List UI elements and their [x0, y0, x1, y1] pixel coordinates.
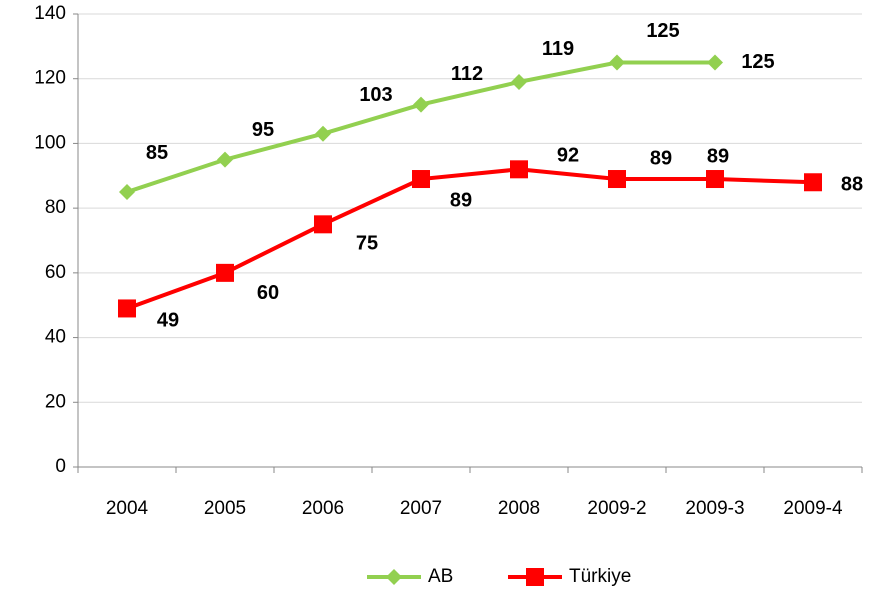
marker	[706, 170, 724, 189]
data-label: 119	[542, 38, 574, 60]
marker	[216, 263, 234, 282]
marker	[526, 568, 544, 586]
x-tick-label: 2005	[204, 498, 246, 519]
data-label: 95	[252, 119, 274, 141]
marker	[386, 569, 402, 585]
data-label: 89	[450, 189, 472, 211]
data-label: 49	[157, 310, 179, 332]
data-label: 92	[557, 145, 579, 167]
y-tick-label: 100	[34, 132, 66, 153]
marker	[608, 170, 626, 189]
x-tick-label: 2009-2	[587, 498, 646, 519]
y-tick-label: 0	[55, 456, 66, 477]
x-tick-label: 2007	[400, 498, 442, 519]
legend-label: Türkiye	[569, 566, 631, 587]
data-label: 125	[741, 51, 774, 73]
marker	[609, 54, 625, 71]
legend-label: AB	[428, 566, 453, 587]
data-label: 85	[146, 142, 168, 164]
marker	[511, 73, 527, 90]
marker	[413, 96, 429, 113]
x-tick-label: 2004	[106, 498, 149, 519]
marker	[412, 170, 430, 189]
marker	[217, 151, 233, 168]
marker	[118, 299, 136, 318]
marker	[510, 160, 528, 179]
data-label: 125	[646, 20, 679, 42]
y-tick-label: 60	[45, 262, 66, 283]
y-tick-label: 40	[45, 327, 66, 348]
data-label: 103	[359, 84, 392, 106]
x-tick-label: 2009-4	[783, 498, 843, 519]
data-label: 112	[451, 63, 483, 85]
marker	[119, 183, 135, 200]
marker	[707, 54, 723, 71]
x-tick-label: 2008	[498, 498, 540, 519]
y-tick-label: 140	[34, 3, 66, 24]
marker	[315, 125, 331, 142]
series-line	[126, 167, 814, 311]
data-label: 60	[257, 282, 279, 304]
x-tick-label: 2006	[302, 498, 344, 519]
data-label: 89	[707, 145, 729, 167]
y-tick-label: 80	[45, 197, 66, 218]
data-label: 89	[650, 147, 672, 169]
y-tick-label: 120	[34, 68, 66, 89]
marker	[804, 173, 822, 192]
data-label: 75	[356, 233, 378, 255]
x-tick-label: 2009-3	[685, 498, 744, 519]
data-label: 88	[841, 174, 863, 196]
y-tick-label: 20	[45, 391, 66, 412]
marker	[314, 215, 332, 234]
